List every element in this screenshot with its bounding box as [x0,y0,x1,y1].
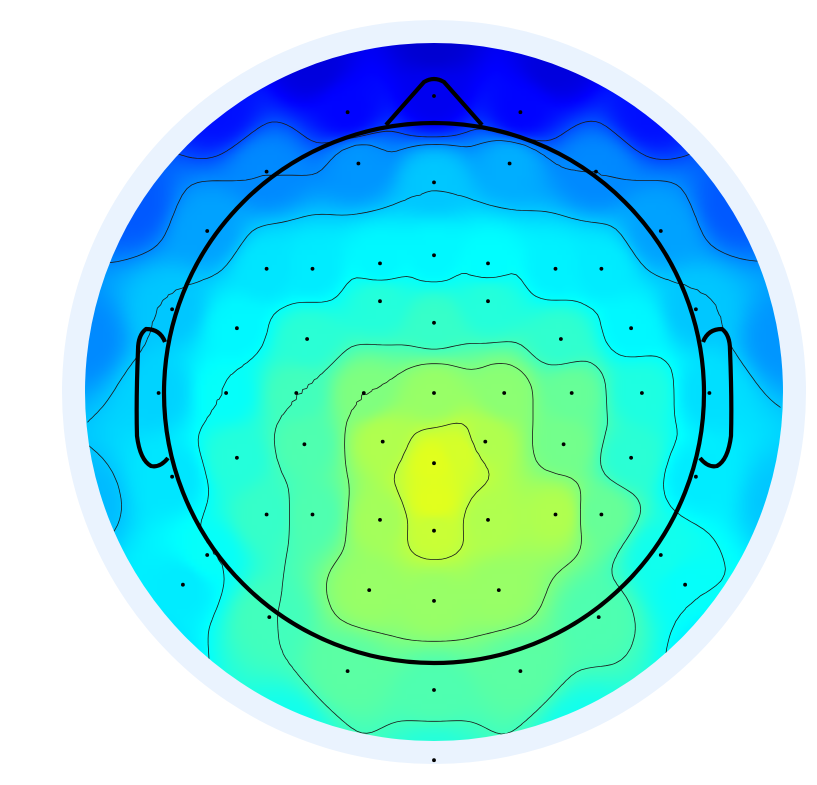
left-ear-icon [134,326,170,469]
electrode-marker [432,253,436,258]
electrode-marker [432,391,436,395]
electrode-marker [486,299,490,304]
electrode-marker [310,266,315,271]
electrode-marker [305,337,309,341]
electrode-marker [658,553,663,557]
contour-line-3 [87,190,781,553]
head-outline [134,76,734,666]
electrode-marker [486,261,490,266]
electrode-marker [310,512,315,517]
electrode-marker [486,518,490,522]
electrode-marker [694,474,698,479]
electrode-marker [502,391,507,395]
electrode-marker [181,582,185,587]
contour-line-7 [393,422,490,560]
electrode-marker [432,320,436,325]
electrode-marker [267,615,272,619]
electrode-marker [264,169,269,174]
electrode-marker [356,161,361,166]
electrode-marker [640,391,644,395]
electrode-marker [559,337,563,341]
electrode-marker [599,512,604,517]
electrode-marker [553,512,558,517]
electrode-marker [569,391,574,395]
electrode-marker [432,180,436,185]
electrode-marker [553,266,558,271]
electrode-marker [205,229,210,233]
contour-line-5 [273,341,642,735]
electrode-marker [235,455,239,460]
electrode-marker [170,474,175,479]
electrode-marker [378,261,382,266]
electrode-marker [599,266,604,271]
electrode-marker [483,439,488,444]
electrode-marker [345,110,350,115]
electrode-marker [378,518,382,522]
electrode-marker [658,229,663,233]
contour-line-6 [326,363,582,642]
electrode-marker [432,758,436,763]
electrode-marker [561,442,566,447]
electrode-marker [629,326,633,331]
electrode-marker [432,528,436,533]
electrode-marker [224,391,229,395]
electrode-marker [361,391,366,395]
electrode-marker [264,266,269,271]
electrode-marker [432,94,436,98]
electrode-marker [235,326,239,331]
electrode-marker [518,669,523,673]
electrode-marker [629,455,633,460]
head-circle [161,120,707,666]
electrode-marker [596,615,601,619]
electrode-marker [432,688,436,692]
electrode-marker [380,439,385,444]
electrode-marker [302,442,307,447]
electrode-marker [378,299,382,304]
electrode-marker [707,391,712,395]
electrode-marker [694,307,698,312]
electrode-marker [496,588,501,592]
right-ear-icon [698,326,734,469]
electrode-markers [156,94,712,763]
electrode-marker [156,391,161,395]
electrode-marker [294,391,299,395]
nose-icon [384,76,484,127]
electrode-marker [683,582,687,587]
electrode-marker [170,307,175,312]
electrode-marker [205,553,210,557]
electrode-marker [345,669,350,673]
electrode-marker [264,512,269,517]
electrode-marker [594,169,598,174]
electrode-marker [432,599,436,603]
electrode-marker [507,161,512,166]
electrode-marker [432,461,436,466]
contour-line-2 [87,140,781,264]
electrode-marker [367,588,372,592]
electrode-marker [518,110,523,115]
